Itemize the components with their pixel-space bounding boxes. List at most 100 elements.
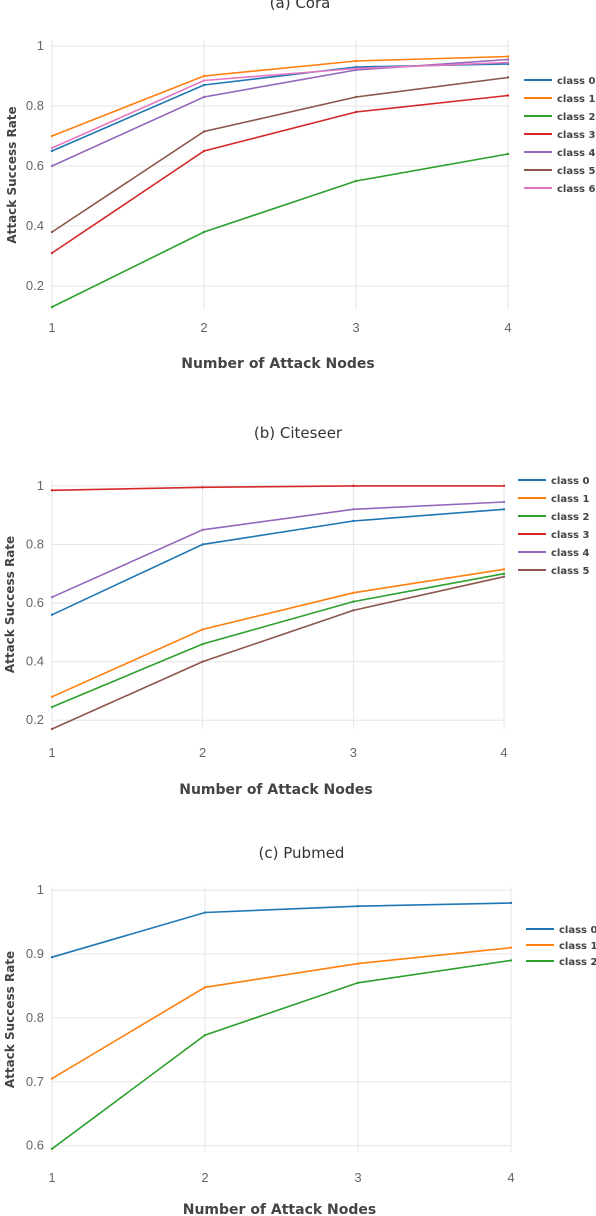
y-tick-label: 1 — [37, 38, 44, 53]
data-point — [356, 904, 360, 908]
data-point — [352, 519, 355, 523]
legend-label: class 4 — [551, 548, 589, 559]
data-point — [50, 595, 54, 599]
series-line-class-0 — [51, 508, 505, 616]
series-line-class-3 — [51, 94, 509, 254]
legend-label: class 6 — [557, 184, 595, 195]
series-line-class-3 — [51, 485, 504, 492]
data-point — [509, 901, 513, 905]
data-point — [202, 95, 206, 99]
data-point — [201, 543, 204, 546]
data-point — [352, 591, 355, 594]
data-point — [356, 962, 360, 965]
data-point — [201, 628, 204, 631]
y-tick-label: 0.6 — [26, 158, 44, 173]
x-tick-label: 4 — [507, 1170, 514, 1185]
chart-3: (c) Pubmed 0.6 0.7 0.8 0.9 1 1 2 3 4 Number of Att… — [3, 844, 596, 1216]
data-point — [502, 500, 506, 504]
data-point — [203, 1033, 207, 1037]
y-tick-label: 0.2 — [26, 712, 44, 727]
data-point — [50, 305, 54, 309]
data-point — [201, 660, 204, 663]
y-tick-label: 0.8 — [26, 98, 44, 113]
data-point — [354, 59, 358, 63]
data-point — [50, 956, 54, 959]
x-tick-label: 3 — [354, 1170, 361, 1185]
x-tick-label: 2 — [199, 745, 206, 760]
y-tick-label: 0.6 — [26, 595, 44, 610]
data-point — [202, 83, 206, 87]
data-point — [502, 572, 506, 575]
legend-label: class 2 — [559, 957, 596, 968]
chart-title: (c) Pubmed — [259, 844, 345, 862]
legend-label: class 5 — [551, 566, 589, 577]
y-axis-label: Attack Success Rate — [5, 106, 19, 243]
legend-label: class 1 — [557, 94, 595, 105]
data-point — [50, 705, 54, 709]
chart-2: (b) Citeseer 0.2 0.4 0.6 0.8 1 1 2 3 4 Number of A… — [3, 424, 589, 798]
data-point — [50, 695, 54, 698]
chart-title: (a) Cora — [270, 0, 331, 12]
y-tick-label: 0.8 — [26, 1010, 44, 1025]
legend-label: class 1 — [559, 941, 596, 952]
data-point — [352, 508, 355, 511]
series-line-class-2 — [51, 153, 509, 308]
data-point — [50, 613, 54, 616]
data-point — [202, 149, 206, 153]
y-tick-label: 0.2 — [26, 278, 44, 293]
data-point — [50, 164, 54, 168]
y-tick-label: 0.4 — [26, 218, 44, 233]
data-point — [202, 230, 206, 234]
series-line-class-5 — [51, 76, 509, 233]
series-line-class-1 — [51, 946, 512, 1080]
series-line-class-4 — [51, 501, 505, 598]
series-line-class-2 — [51, 959, 512, 1150]
data-point — [50, 1147, 54, 1151]
y-tick-label: 0.8 — [26, 536, 44, 551]
data-point — [202, 79, 206, 82]
legend-label: class 2 — [551, 512, 589, 523]
data-point — [50, 489, 54, 492]
legend-label: class 0 — [559, 925, 596, 936]
data-point — [203, 911, 207, 914]
y-axis-label: Attack Success Rate — [3, 951, 17, 1088]
x-axis-label: Number of Attack Nodes — [181, 356, 374, 372]
series-line-class-0 — [51, 902, 512, 958]
y-tick-label: 0.6 — [26, 1138, 44, 1153]
series-line-class-0 — [51, 63, 509, 152]
data-point — [502, 508, 506, 511]
x-tick-label: 4 — [500, 745, 507, 760]
data-point — [502, 568, 506, 571]
data-point — [354, 95, 358, 99]
data-point — [50, 146, 54, 150]
data-point — [201, 642, 204, 646]
y-tick-label: 1 — [37, 882, 44, 897]
data-point — [50, 1077, 54, 1080]
series-line-class-5 — [51, 575, 505, 730]
data-point — [202, 74, 206, 78]
chart-title: (b) Citeseer — [254, 424, 343, 442]
data-point — [202, 130, 206, 133]
data-point — [201, 486, 204, 489]
data-point — [506, 94, 510, 97]
data-point — [50, 251, 54, 255]
data-point — [203, 986, 207, 989]
data-point — [352, 484, 355, 488]
series-line-class-6 — [51, 61, 509, 149]
legend-label: class 4 — [557, 148, 595, 159]
x-tick-label: 3 — [350, 745, 357, 760]
data-point — [50, 149, 54, 153]
data-point — [352, 600, 355, 603]
data-point — [509, 959, 513, 962]
x-tick-label: 2 — [201, 1170, 208, 1185]
series-line-class-1 — [51, 568, 505, 698]
legend-label: class 5 — [557, 166, 595, 177]
chart-1: (a) Cora 0.2 0.4 0.6 0.8 1 1 2 3 4 Number of Attac… — [5, 0, 595, 372]
legend-label: class 2 — [557, 112, 595, 123]
data-point — [50, 134, 54, 138]
x-tick-label: 1 — [48, 745, 55, 760]
data-point — [50, 230, 54, 234]
y-tick-label: 1 — [37, 478, 44, 493]
data-point — [356, 981, 360, 984]
